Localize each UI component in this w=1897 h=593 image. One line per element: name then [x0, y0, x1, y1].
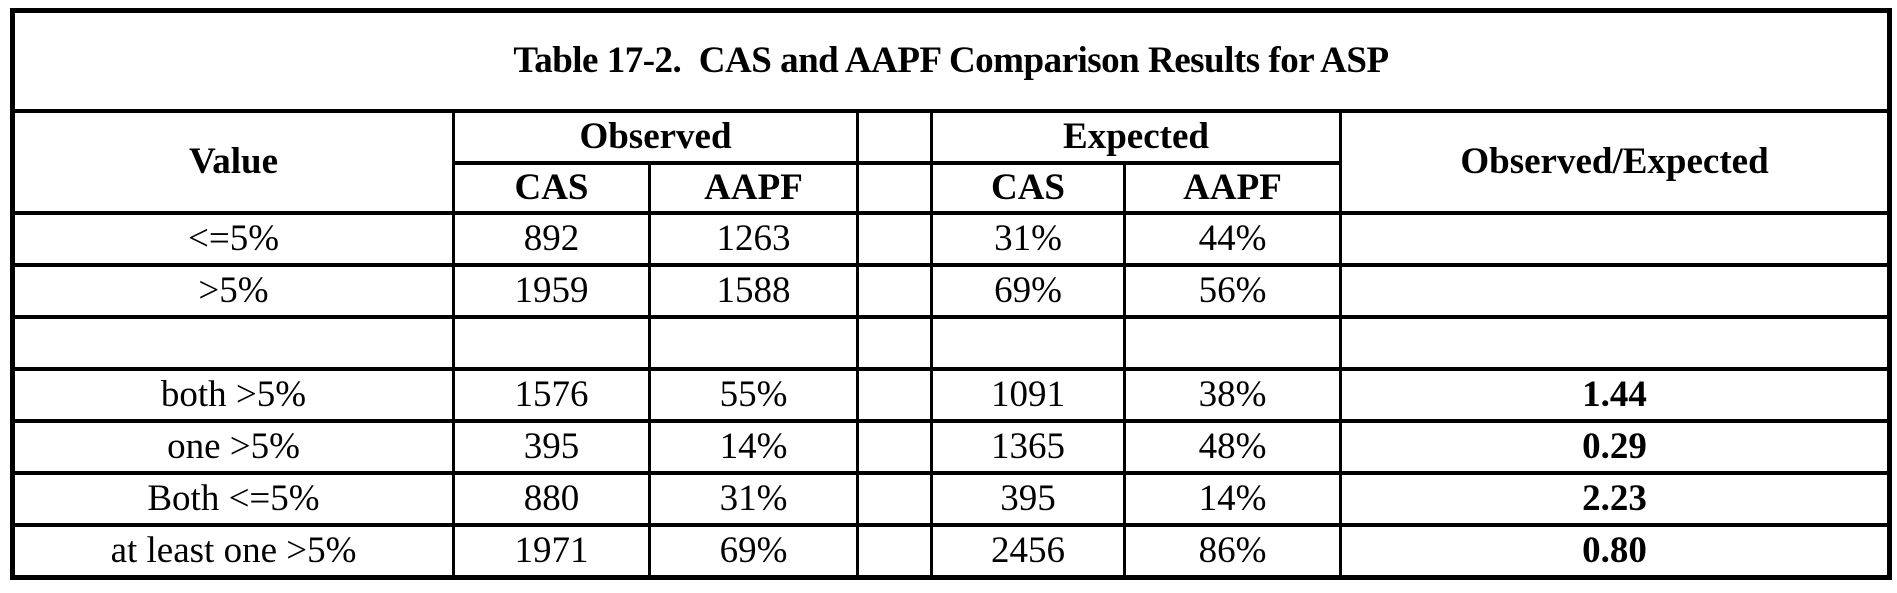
observed-expected-cell — [1339, 315, 1891, 371]
row-label-cell: at least one >5% — [11, 523, 455, 580]
observed-aapf-cell: 55% — [648, 367, 859, 423]
header-value: Value — [11, 109, 455, 215]
header-row-groups: Value Observed Expected Observed/Expecte… — [11, 109, 1891, 215]
spacer-cell — [856, 367, 933, 423]
observed-cas-cell: 1971 — [452, 523, 651, 580]
row-label-cell: >5% — [11, 263, 455, 319]
observed-cas-cell: 1576 — [452, 367, 651, 423]
row-label-cell: one >5% — [11, 419, 455, 475]
table-row: <=5% 892 1263 31% 44% — [11, 211, 1891, 267]
row-label-cell: Both <=5% — [11, 471, 455, 527]
observed-aapf-cell: 31% — [648, 471, 859, 527]
spacer-cell — [856, 471, 933, 527]
expected-cas-cell: 1365 — [930, 419, 1126, 475]
observed-cas-cell: 892 — [452, 211, 651, 267]
observed-cas-cell — [452, 315, 651, 371]
cas-aapf-comparison-table: Table 17-2. CAS and AAPF Comparison Resu… — [10, 8, 1892, 580]
observed-expected-cell: 0.29 — [1339, 419, 1891, 475]
header-observed-expected: Observed/Expected — [1339, 109, 1891, 215]
observed-aapf-cell: 14% — [648, 419, 859, 475]
observed-expected-cell — [1339, 211, 1891, 267]
spacer-cell — [856, 263, 933, 319]
observed-aapf-cell — [648, 315, 859, 371]
observed-expected-cell: 0.80 — [1339, 523, 1891, 580]
row-label-cell: <=5% — [11, 211, 455, 267]
spacer-cell — [856, 109, 933, 165]
expected-aapf-cell: 44% — [1123, 211, 1342, 267]
expected-cas-cell: 1091 — [930, 367, 1126, 423]
observed-aapf-cell: 69% — [648, 523, 859, 580]
expected-cas-cell: 31% — [930, 211, 1126, 267]
header-observed-group: Observed — [452, 109, 859, 165]
observed-aapf-cell: 1263 — [648, 211, 859, 267]
table-row: at least one >5% 1971 69% 2456 86% 0.80 — [11, 523, 1891, 580]
header-observed-aapf: AAPF — [648, 161, 859, 215]
header-expected-group: Expected — [930, 109, 1342, 165]
expected-aapf-cell: 38% — [1123, 367, 1342, 423]
expected-cas-cell: 395 — [930, 471, 1126, 527]
observed-cas-cell: 1959 — [452, 263, 651, 319]
expected-aapf-cell: 48% — [1123, 419, 1342, 475]
header-row-subcolumns: CAS AAPF CAS AAPF — [13, 161, 1890, 215]
table-row-empty — [11, 315, 1891, 371]
expected-aapf-cell: 56% — [1123, 263, 1342, 319]
header-observed-cas: CAS — [452, 161, 651, 215]
expected-aapf-cell: 86% — [1123, 523, 1342, 580]
spacer-cell — [856, 211, 933, 267]
observed-cas-cell: 880 — [452, 471, 651, 527]
row-label-cell — [11, 315, 455, 371]
table-title: Table 17-2. CAS and AAPF Comparison Resu… — [11, 8, 1891, 113]
table-row: Both <=5% 880 31% 395 14% 2.23 — [11, 471, 1891, 527]
expected-cas-cell: 2456 — [930, 523, 1126, 580]
observed-expected-cell: 2.23 — [1339, 471, 1891, 527]
comparison-table-wrapper: Table 17-2. CAS and AAPF Comparison Resu… — [10, 8, 1892, 580]
observed-expected-cell — [1339, 263, 1891, 319]
expected-cas-cell — [930, 315, 1126, 371]
spacer-cell — [856, 419, 933, 475]
header-expected-cas: CAS — [930, 161, 1126, 215]
expected-aapf-cell: 14% — [1123, 471, 1342, 527]
spacer-cell — [856, 161, 933, 215]
expected-cas-cell: 69% — [930, 263, 1126, 319]
spacer-cell — [856, 523, 933, 580]
table-row: one >5% 395 14% 1365 48% 0.29 — [11, 419, 1891, 475]
observed-cas-cell: 395 — [452, 419, 651, 475]
row-label-cell: both >5% — [11, 367, 455, 423]
observed-expected-cell: 1.44 — [1339, 367, 1891, 423]
table-row: both >5% 1576 55% 1091 38% 1.44 — [11, 367, 1891, 423]
title-row: Table 17-2. CAS and AAPF Comparison Resu… — [11, 8, 1891, 113]
expected-aapf-cell — [1123, 315, 1342, 371]
table-row: >5% 1959 1588 69% 56% — [11, 263, 1891, 319]
observed-aapf-cell: 1588 — [648, 263, 859, 319]
spacer-cell — [856, 315, 933, 371]
header-expected-aapf: AAPF — [1123, 161, 1342, 215]
